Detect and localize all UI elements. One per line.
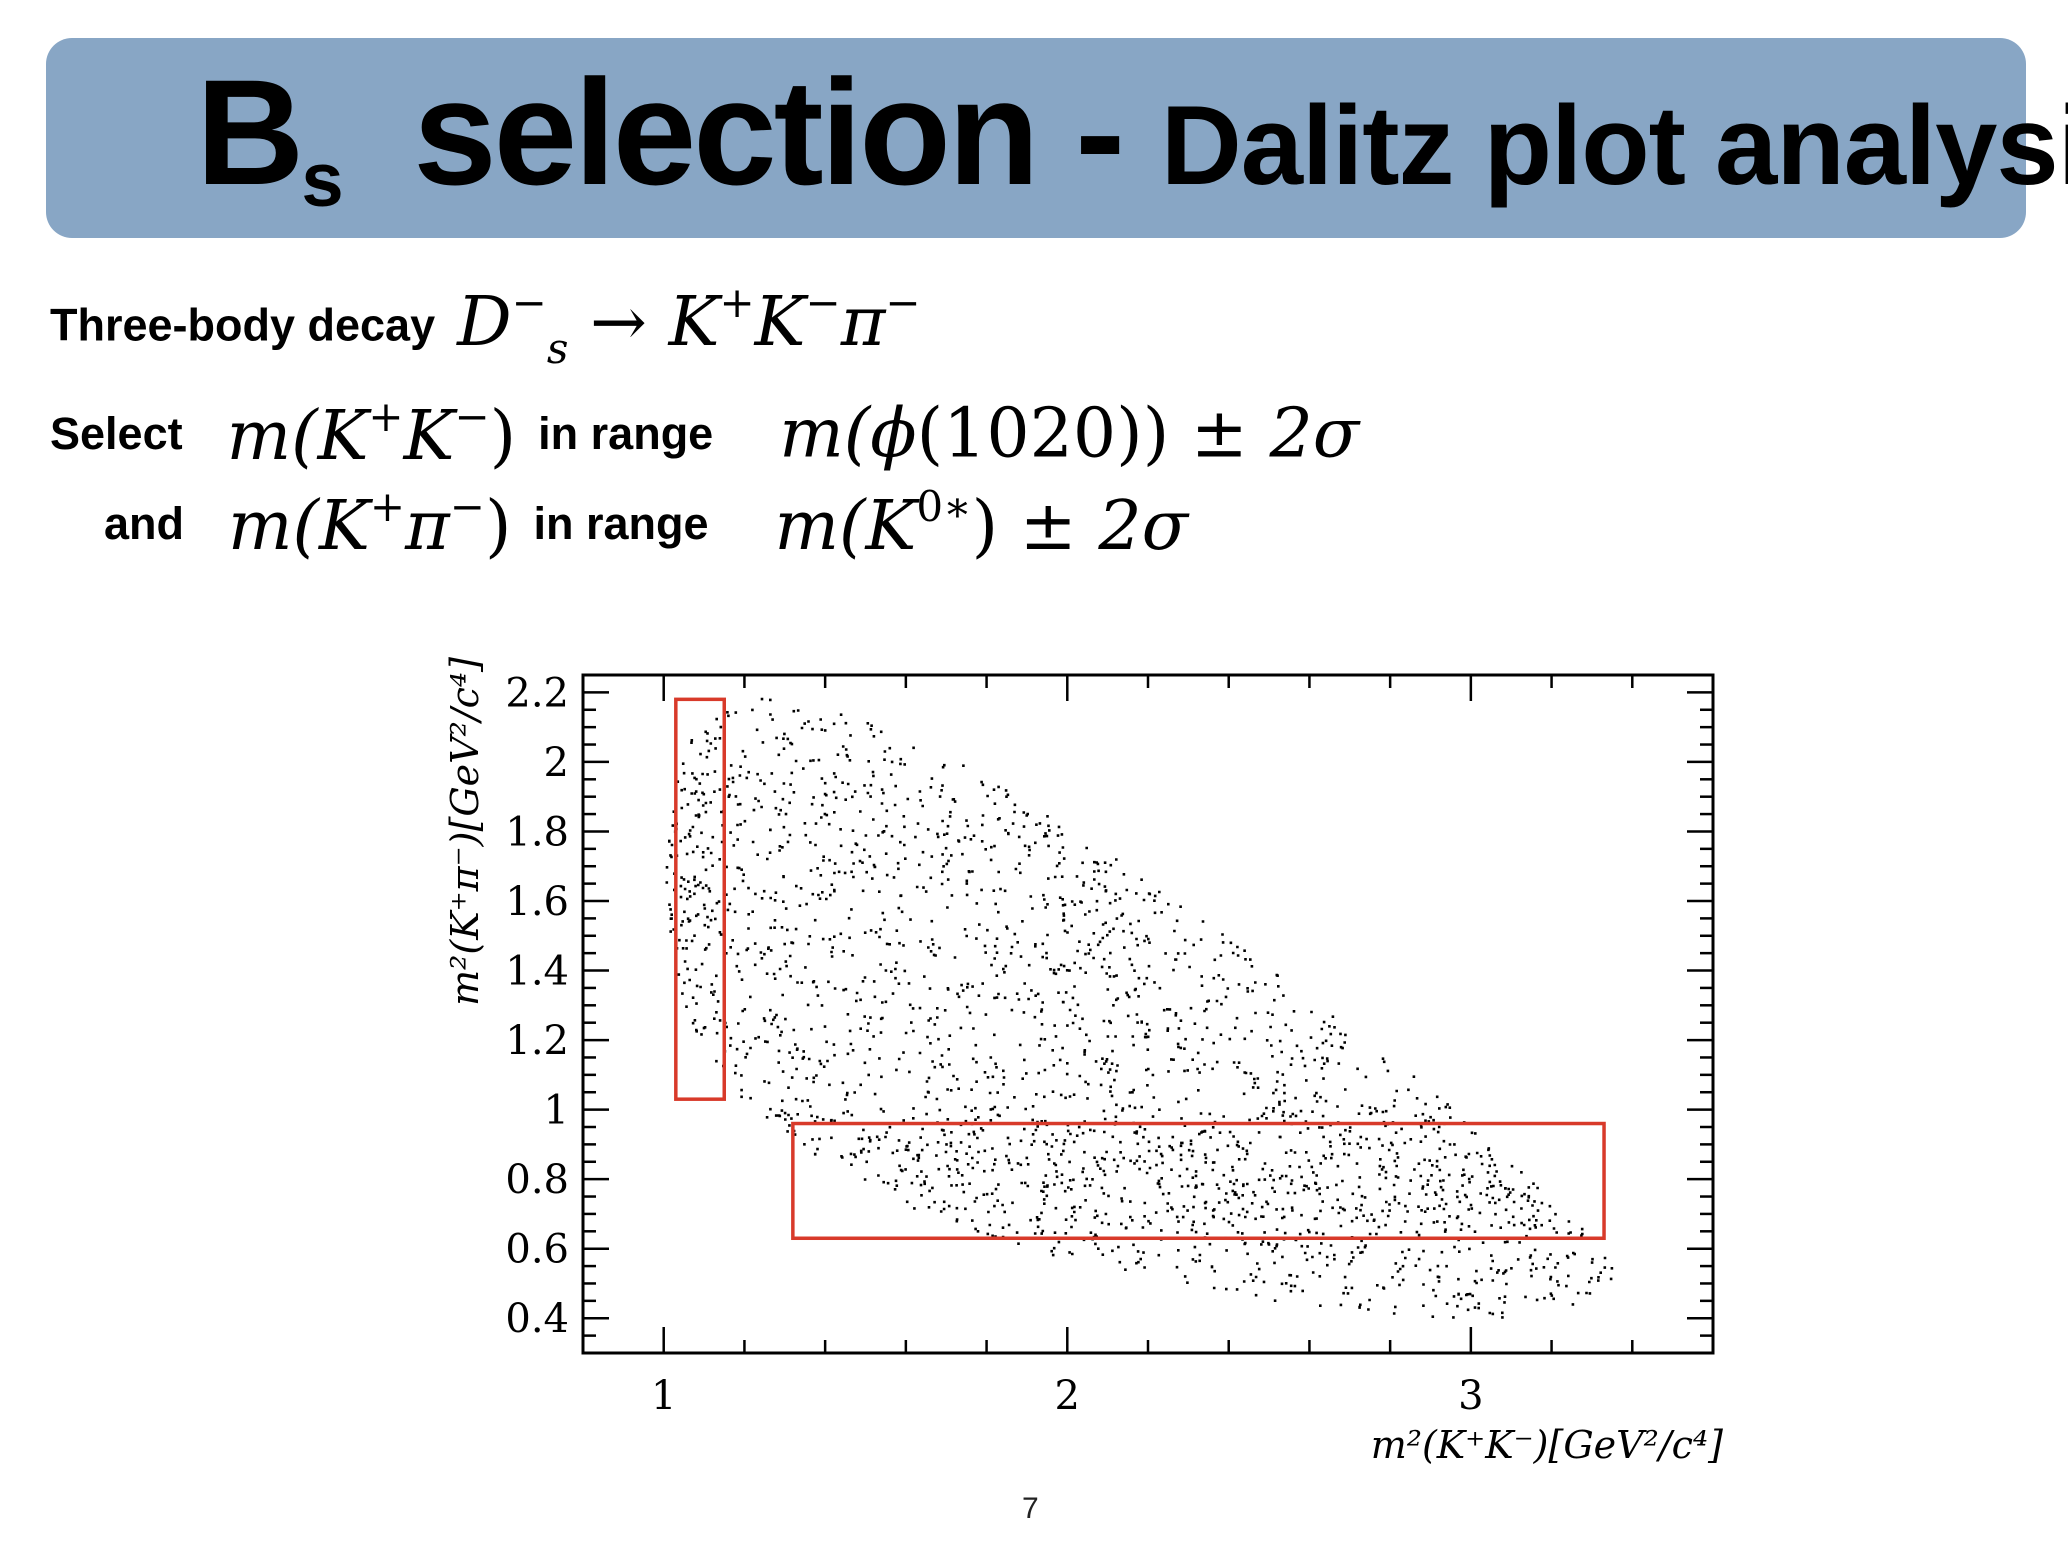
kpi-k: K <box>319 487 370 566</box>
phi-symbol: ϕ <box>870 394 917 474</box>
y-tick-label: 1.8 <box>505 809 569 855</box>
decay-k1: K <box>668 283 720 362</box>
plot-frame <box>581 673 1715 1355</box>
select-line: Select m(K+K−) in range m(ϕ(1020)) ± 2σ <box>50 392 1359 476</box>
kk-k1: K <box>317 397 369 476</box>
and-label: and <box>104 498 185 549</box>
title-main-rest: selection - <box>374 48 1161 216</box>
kpi-close: ) <box>484 487 512 566</box>
y-tick-label: 0.6 <box>505 1227 569 1273</box>
title-main-letter: B <box>196 48 304 216</box>
y-tick-label: 0.8 <box>505 1157 569 1203</box>
kstar-range-expr: m(K0∗) ± 2σ <box>774 482 1189 566</box>
kk-k2-sup: − <box>454 392 490 441</box>
kk-range-label: in range <box>538 408 714 459</box>
kpi-k-sup: + <box>369 482 406 531</box>
kpi-range-label: in range <box>533 498 709 549</box>
y-tick-label: 1.2 <box>505 1018 569 1064</box>
decay-k1-sup: + <box>719 278 755 327</box>
title-subtitle: Dalitz plot analysis <box>1160 83 2068 208</box>
decay-d-sup: − <box>511 278 547 327</box>
select-label: Select <box>50 408 183 459</box>
kpi-mass-expr: m(K+π−) <box>228 482 512 566</box>
decay-k2: K <box>754 283 806 362</box>
kstar-m: m( <box>774 487 866 566</box>
title-banner: Bs selection - Dalitz plot analysis <box>46 38 2068 238</box>
phi-sigma: 2σ <box>1247 394 1360 474</box>
y-tick-label: 1 <box>544 1088 569 1134</box>
decay-k2-sup: − <box>805 278 841 327</box>
slide-title: Bs selection - Dalitz plot analysis <box>196 46 2068 223</box>
y-tick-label: 0.4 <box>505 1296 569 1342</box>
kpi-pi-sup: − <box>449 482 485 531</box>
decay-d: D <box>457 283 512 362</box>
decay-formula: D−s → K+K−π− <box>457 278 920 373</box>
kstar-k-sup: 0∗ <box>916 482 972 531</box>
kk-close: ) <box>489 397 517 476</box>
kstar-close: ) <box>971 487 1020 566</box>
decay-label: Three-body decay <box>50 299 436 351</box>
y-tick-label: 2 <box>544 740 569 786</box>
y-tick-label: 1.4 <box>505 949 569 995</box>
phi-m: m( <box>779 394 871 474</box>
decay-line: Three-body decay D−s → K+K−π− <box>50 278 921 373</box>
y-tick-label: 1.6 <box>505 879 569 925</box>
decay-pi: π <box>840 283 886 362</box>
x-tick-label: 1 <box>651 1373 676 1419</box>
kstar-sigma: 2σ <box>1076 487 1189 566</box>
kk-k2: K <box>403 397 455 476</box>
x-tick-label: 3 <box>1458 1373 1483 1419</box>
kstar-k: K <box>865 487 917 566</box>
scatter-points <box>665 697 1614 1319</box>
page-number: 7 <box>1022 1492 1039 1525</box>
selection-box <box>791 1121 1606 1241</box>
title-subscript: s <box>301 138 343 223</box>
and-line: and m(K+π−) in range m(K0∗) ± 2σ <box>104 482 1188 566</box>
x-axis-label: m²(K⁺K⁻)[GeV²/c⁴] <box>1371 1423 1723 1467</box>
x-tick-label: 2 <box>1055 1373 1080 1419</box>
selection-box <box>674 697 726 1101</box>
kstar-pm: ± <box>1019 487 1077 566</box>
decay-pi-sup: − <box>885 278 921 327</box>
decay-arrow: → <box>590 283 648 362</box>
kpi-pi: π <box>405 487 450 566</box>
phi-rest: (1020)) <box>916 394 1191 474</box>
phi-pm: ± <box>1190 394 1248 474</box>
kpi-m: m( <box>228 487 320 566</box>
y-tick-label: 2.2 <box>505 670 569 716</box>
kk-mass-expr: m(K+K−) <box>226 392 517 476</box>
kk-m: m( <box>226 397 318 476</box>
y-axis-label: m²(K⁺π⁻)[GeV²/c⁴] <box>443 657 487 1006</box>
phi-range-expr: m(ϕ(1020)) ± 2σ <box>779 395 1359 474</box>
decay-d-sub: s <box>546 324 569 373</box>
kk-k1-sup: + <box>368 392 404 441</box>
